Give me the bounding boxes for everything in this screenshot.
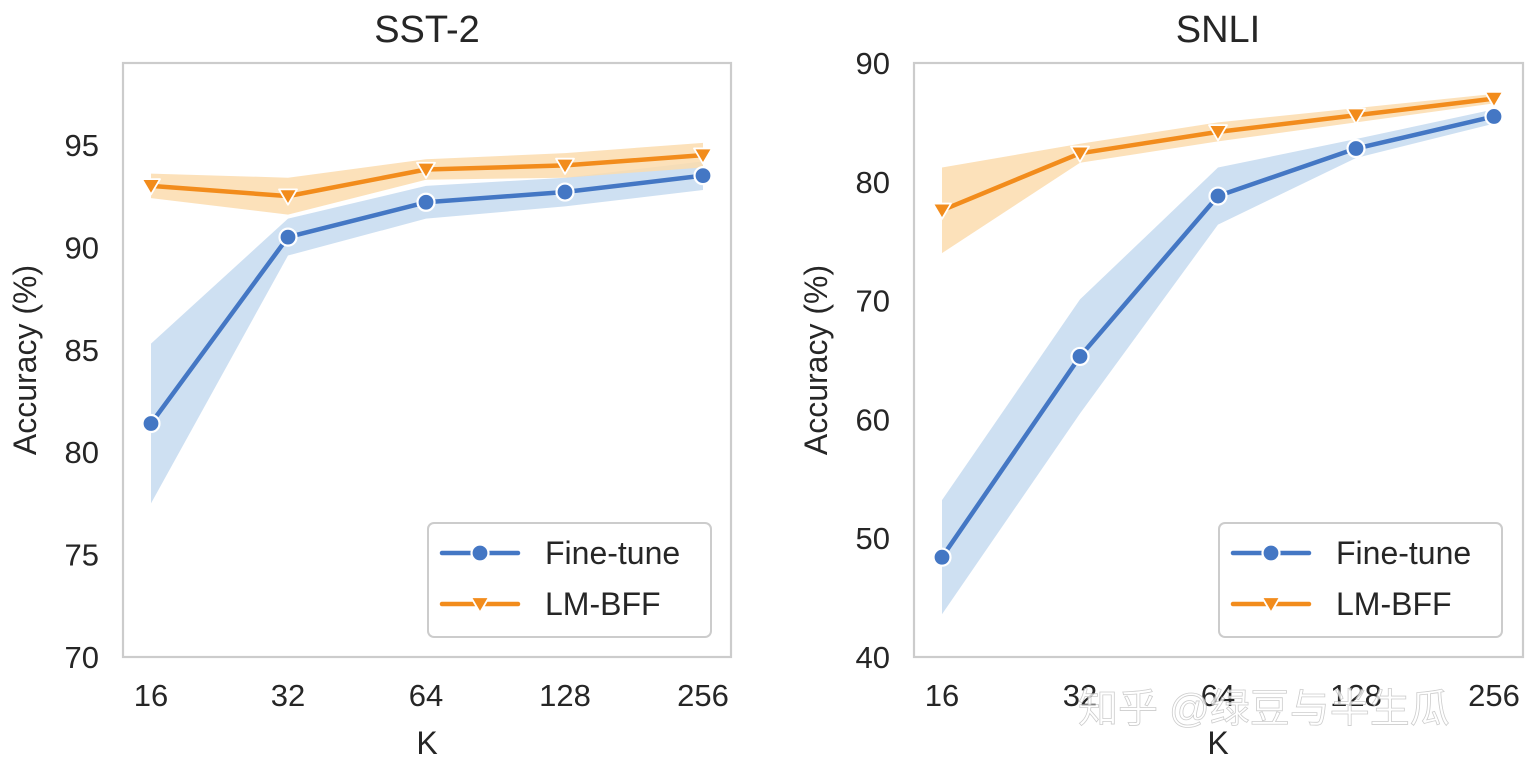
x-axis-label: K (416, 725, 437, 761)
data-point (693, 147, 713, 165)
y-tick-label: 95 (65, 128, 99, 163)
legend: Fine-tune LM-BFF (427, 522, 712, 638)
sst2-panel: SST-2 70 75 80 85 90 95 16 32 64 128 256 K Accuracy (… (7, 9, 733, 761)
x-tick-label: 64 (409, 678, 443, 713)
legend-label: LM-BFF (545, 586, 661, 622)
plot-frame (912, 61, 1525, 659)
y-tick-label: 80 (65, 435, 99, 470)
plot-frame (121, 61, 733, 659)
data-point (416, 161, 436, 179)
x-tick-label: 256 (1468, 678, 1520, 713)
data-point (278, 188, 298, 206)
x-tick-label: 128 (1330, 678, 1382, 713)
data-point (1484, 106, 1504, 127)
y-tick-label: 85 (65, 333, 99, 368)
chart-title: SST-2 (374, 9, 480, 51)
data-point (1208, 124, 1228, 142)
data-point (693, 166, 713, 186)
snli-panel: SNLI 40 50 60 70 80 90 16 32 64 128 256 K Accuracy (%… (798, 9, 1525, 761)
confidence-band-fine-tune (151, 161, 703, 504)
data-point (1070, 145, 1090, 163)
data-point (1208, 186, 1228, 206)
y-tick-label: 60 (856, 402, 890, 437)
x-axis-label: K (1207, 725, 1228, 761)
legend-marker (1261, 543, 1281, 563)
data-point (555, 182, 575, 202)
y-axis-label: Accuracy (%) (798, 265, 834, 455)
y-axis-label: Accuracy (%) (7, 265, 43, 455)
y-tick-label: 50 (856, 521, 890, 556)
y-tick-label: 40 (856, 640, 890, 675)
y-tick-label: 70 (856, 284, 890, 319)
watermark-text: 知乎 @绿豆与半生瓜 (1078, 687, 1450, 731)
y-tick-label: 90 (856, 46, 890, 81)
legend-marker (469, 596, 491, 615)
x-tick-label: 16 (134, 678, 168, 713)
y-tick-label: 75 (65, 538, 99, 573)
x-tick-label: 16 (925, 678, 959, 713)
legend-marker (1260, 596, 1282, 615)
x-tick-label: 32 (1063, 678, 1097, 713)
legend-label: Fine-tune (545, 535, 680, 571)
data-point (141, 178, 161, 196)
y-tick-label: 80 (856, 165, 890, 200)
data-point (141, 413, 161, 434)
x-tick-label: 64 (1201, 678, 1235, 713)
y-tick-label: 70 (65, 640, 99, 675)
x-tick-label: 32 (271, 678, 305, 713)
data-point (1346, 138, 1366, 159)
data-point (555, 157, 575, 175)
legend: Fine-tune LM-BFF (1218, 522, 1503, 638)
legend-label: LM-BFF (1336, 586, 1452, 622)
data-point (416, 192, 436, 212)
x-tick-label: 256 (677, 678, 729, 713)
data-point (278, 227, 298, 247)
data-point (932, 547, 952, 567)
legend-marker (470, 543, 490, 563)
data-point (932, 202, 952, 220)
x-tick-label: 128 (539, 678, 591, 713)
data-point (1070, 346, 1090, 367)
legend-label: Fine-tune (1336, 535, 1471, 571)
y-tick-label: 90 (65, 230, 99, 265)
confidence-band-fine-tune (942, 109, 1494, 615)
data-point (1346, 107, 1366, 125)
data-point (1484, 90, 1504, 109)
chart-title: SNLI (1176, 9, 1260, 51)
